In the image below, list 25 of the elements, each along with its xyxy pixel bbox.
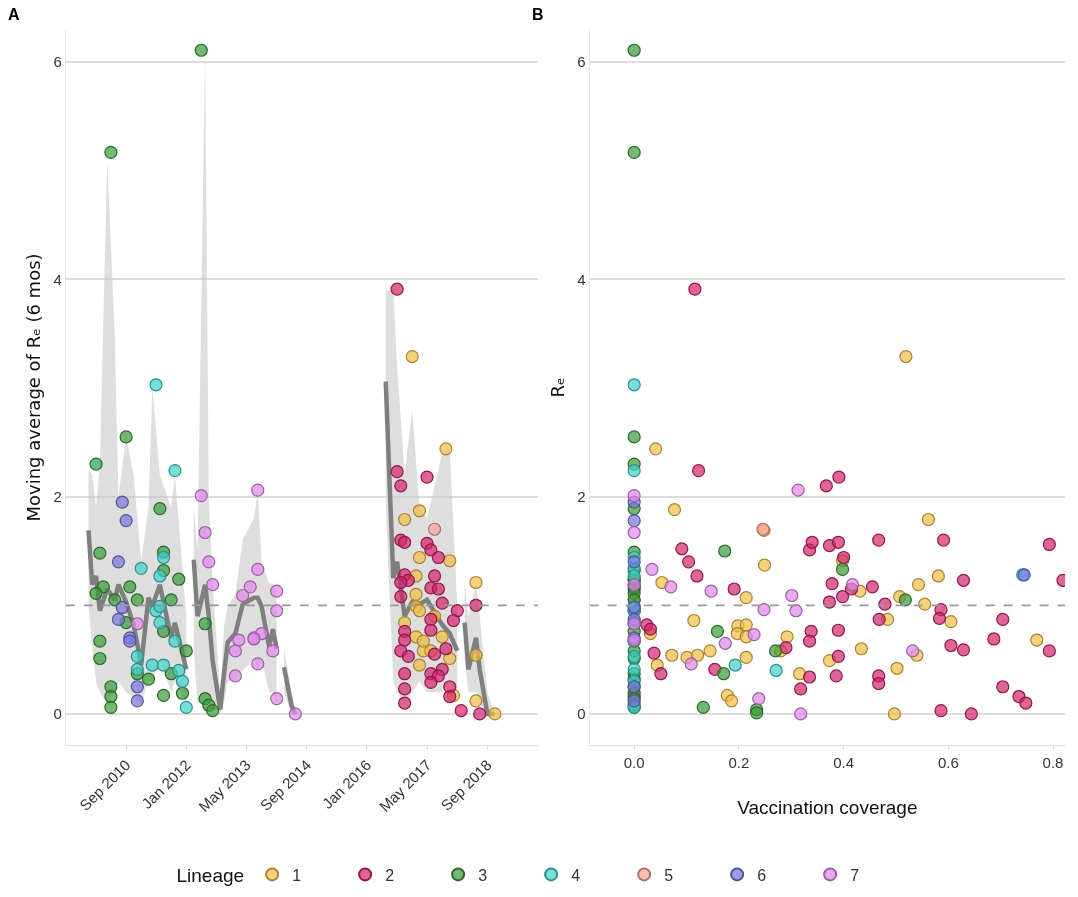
x-tick-label: 0.4 bbox=[833, 754, 855, 772]
x-tick-label: 0.2 bbox=[728, 754, 750, 772]
y-axis-title: Rₑ bbox=[546, 377, 568, 398]
y-tick-label: 4 bbox=[53, 270, 62, 288]
y-tick-label: 6 bbox=[577, 53, 586, 71]
x-axis-title: Vaccination coverage bbox=[737, 797, 918, 819]
y-tick-label: 4 bbox=[577, 270, 586, 288]
chart-title: A bbox=[8, 6, 20, 23]
y-tick-label: 0 bbox=[53, 705, 62, 723]
chart-title: B bbox=[532, 6, 544, 23]
y-tick-label: 0 bbox=[577, 705, 586, 723]
x-tick-label: 0.8 bbox=[1042, 754, 1064, 772]
y-tick-label: 2 bbox=[53, 487, 62, 505]
legend-title: Lineage bbox=[176, 865, 245, 887]
legend-label: 3 bbox=[478, 866, 488, 884]
y-tick-label: 2 bbox=[577, 487, 586, 505]
legend-label: 6 bbox=[757, 866, 767, 884]
legend-label: 7 bbox=[850, 866, 860, 884]
x-tick-label: 0.0 bbox=[623, 754, 645, 772]
x-tick-label: 0.6 bbox=[937, 754, 959, 772]
y-tick-label: 6 bbox=[53, 53, 62, 71]
legend-label: 1 bbox=[292, 866, 302, 884]
legend-label: 2 bbox=[385, 866, 395, 884]
y-axis-title: Moving average of Rₑ (6 mos) bbox=[22, 253, 44, 522]
legend-label: 5 bbox=[664, 866, 674, 884]
